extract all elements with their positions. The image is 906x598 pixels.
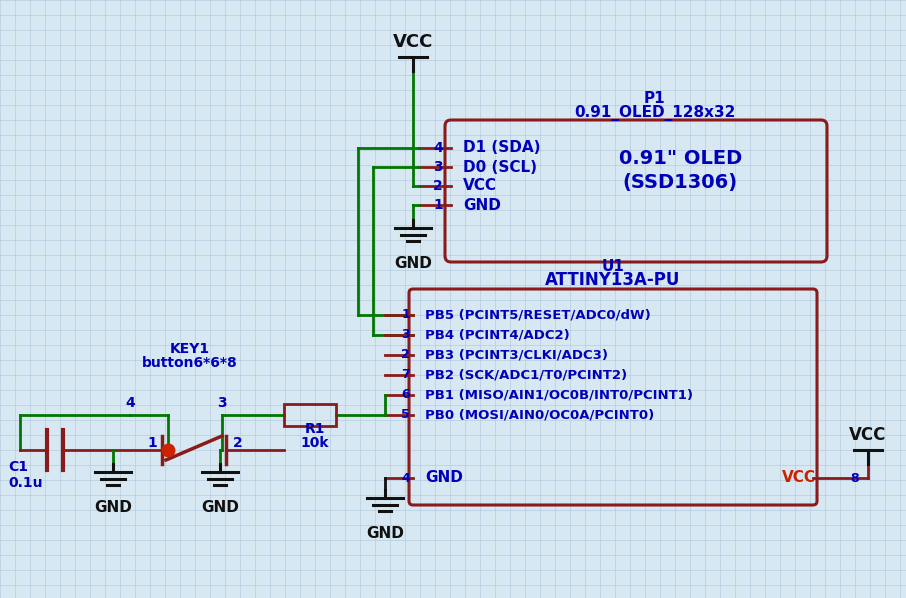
Text: GND: GND	[463, 197, 501, 212]
Text: 1: 1	[401, 309, 410, 322]
Text: 0.91" OLED: 0.91" OLED	[619, 149, 742, 168]
Text: U1: U1	[602, 259, 624, 274]
Bar	[284, 404, 336, 426]
Text: 0.91_OLED_128x32: 0.91_OLED_128x32	[573, 105, 735, 121]
Text: PB2 (SCK/ADC1/T0/PCINT2): PB2 (SCK/ADC1/T0/PCINT2)	[425, 368, 627, 382]
Text: 3: 3	[217, 396, 226, 410]
Text: 0.1u: 0.1u	[8, 476, 43, 490]
Text: PB3 (PCINT3/CLKI/ADC3): PB3 (PCINT3/CLKI/ADC3)	[425, 349, 608, 362]
Text: PB0 (MOSI/AIN0/OC0A/PCINT0): PB0 (MOSI/AIN0/OC0A/PCINT0)	[425, 408, 654, 422]
Text: GND: GND	[366, 526, 404, 541]
Text: R1: R1	[304, 422, 325, 436]
Text: 5: 5	[401, 408, 410, 422]
Text: button6*6*8: button6*6*8	[142, 356, 238, 370]
Text: GND: GND	[425, 471, 463, 486]
Text: 10k: 10k	[301, 436, 329, 450]
Text: VCC: VCC	[393, 33, 433, 51]
Text: VCC: VCC	[849, 426, 887, 444]
Text: VCC: VCC	[463, 178, 497, 194]
Text: 3: 3	[433, 160, 443, 174]
Text: D0 (SCL): D0 (SCL)	[463, 160, 537, 175]
Text: PB1 (MISO/AIN1/OC0B/INT0/PCINT1): PB1 (MISO/AIN1/OC0B/INT0/PCINT1)	[425, 389, 693, 401]
Text: 4: 4	[433, 141, 443, 155]
Text: KEY1: KEY1	[170, 342, 210, 356]
Text: 4: 4	[401, 471, 410, 484]
Text: 6: 6	[401, 389, 410, 401]
Text: ATTINY13A-PU: ATTINY13A-PU	[545, 271, 680, 289]
Text: 3: 3	[401, 328, 410, 341]
Text: VCC: VCC	[782, 471, 816, 486]
Text: (SSD1306): (SSD1306)	[622, 173, 738, 192]
Text: D1 (SDA): D1 (SDA)	[463, 141, 541, 155]
Text: 1: 1	[433, 198, 443, 212]
Text: GND: GND	[94, 500, 132, 515]
Text: PB5 (PCINT5/RESET/ADC0/dW): PB5 (PCINT5/RESET/ADC0/dW)	[425, 309, 651, 322]
Text: GND: GND	[201, 500, 239, 515]
Text: PB4 (PCINT4/ADC2): PB4 (PCINT4/ADC2)	[425, 328, 570, 341]
Text: 2: 2	[401, 349, 410, 362]
Text: 7: 7	[401, 368, 410, 382]
Text: C1: C1	[8, 460, 28, 474]
Text: 2: 2	[233, 436, 243, 450]
Text: 4: 4	[125, 396, 135, 410]
Text: GND: GND	[394, 256, 432, 271]
Text: 8: 8	[850, 471, 859, 484]
Text: P1: P1	[643, 91, 665, 106]
Text: 2: 2	[433, 179, 443, 193]
Text: 1: 1	[147, 436, 157, 450]
